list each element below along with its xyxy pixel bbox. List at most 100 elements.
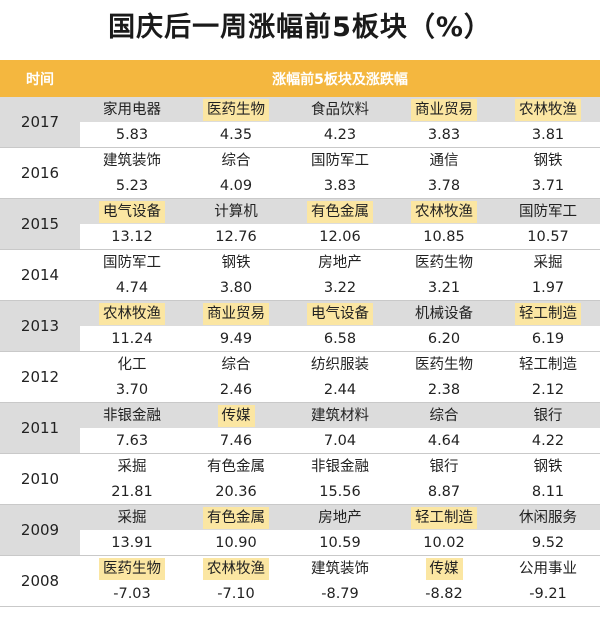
sector-change-value: 1.97	[531, 279, 565, 296]
sector-name: 建筑材料	[311, 407, 369, 424]
sector-name: 综合	[221, 356, 251, 373]
sector-change-value: 2.12	[531, 381, 565, 398]
year-cell: 2014	[0, 249, 80, 301]
sector-change-value: -7.10	[217, 585, 255, 602]
sector-cell: 轻工制造 6.19	[496, 300, 600, 352]
year-cell: 2008	[0, 555, 80, 607]
sector-name: 银行	[533, 407, 563, 424]
sector-cell: 计算机 12.76	[184, 198, 288, 250]
sector-change-value: 5.83	[115, 126, 149, 143]
sector-cell: 家用电器 5.83	[80, 97, 184, 148]
sector-change-value: -8.82	[425, 585, 463, 602]
sector-name: 通信	[429, 152, 459, 169]
sector-table: 时间 涨幅前5板块及涨跌幅 2017 家用电器 5.83 医药生物 4.35 食品饮料 4.…	[0, 60, 600, 607]
sector-change-value: 5.23	[115, 177, 149, 194]
sector-name: 计算机	[214, 203, 258, 220]
table-row: 2016 建筑装饰 5.23 综合 4.09 国防军工 3.83 通信 3.78 钢铁 3.71	[0, 147, 600, 199]
table-row: 2009 采掘 13.91 有色金属 10.90 房地产 10.59 轻工制造 10.02 休闲服…	[0, 504, 600, 556]
table-row: 2010 采掘 21.81 有色金属 20.36 非银金融 15.56 银行 8.87 钢铁 8.1…	[0, 453, 600, 505]
year-cell: 2015	[0, 198, 80, 250]
sector-change-value: 7.63	[115, 432, 149, 449]
sector-change-value: 7.04	[323, 432, 357, 449]
sector-name: 机械设备	[415, 305, 473, 322]
table-row: 2012 化工 3.70 综合 2.46 纺织服装 2.44 医药生物 2.38 轻工制造 2.12	[0, 351, 600, 403]
sector-name: 农林牧渔	[203, 557, 269, 580]
sector-name: 钢铁	[221, 254, 251, 271]
sector-cell: 传媒 7.46	[184, 402, 288, 454]
sector-cell: 医药生物 -7.03	[80, 555, 184, 607]
sector-name: 采掘	[533, 254, 563, 271]
sector-name: 建筑装饰	[103, 152, 161, 169]
sector-cell: 综合 2.46	[184, 351, 288, 403]
sector-name: 医药生物	[203, 98, 269, 121]
sector-name: 有色金属	[207, 458, 265, 475]
sector-name: 建筑装饰	[311, 560, 369, 577]
sector-change-value: 15.56	[319, 483, 361, 500]
sector-cell: 轻工制造 2.12	[496, 351, 600, 403]
table-row: 2017 家用电器 5.83 医药生物 4.35 食品饮料 4.23 商业贸易 3.83 农林牧渔…	[0, 97, 600, 148]
sector-name: 医药生物	[415, 254, 473, 271]
sector-cell: 非银金融 15.56	[288, 453, 392, 505]
sector-name: 商业贸易	[203, 302, 269, 325]
sector-cell: 采掘 21.81	[80, 453, 184, 505]
sector-change-value: 3.70	[115, 381, 149, 398]
sector-change-value: 3.21	[427, 279, 461, 296]
year-cell: 2009	[0, 504, 80, 556]
sector-cell: 国防军工 10.57	[496, 198, 600, 250]
sector-change-value: 9.49	[219, 330, 253, 347]
sector-change-value: 12.06	[319, 228, 361, 245]
sector-change-value: 3.22	[323, 279, 357, 296]
sector-change-value: 6.19	[531, 330, 565, 347]
sector-change-value: 3.78	[427, 177, 461, 194]
sector-name: 商业贸易	[411, 98, 477, 121]
sector-change-value: 4.22	[531, 432, 565, 449]
sector-change-value: -9.21	[529, 585, 567, 602]
sector-cell: 休闲服务 9.52	[496, 504, 600, 556]
sector-cell: 电气设备 6.58	[288, 300, 392, 352]
table-body: 2017 家用电器 5.83 医药生物 4.35 食品饮料 4.23 商业贸易 3.83 农林牧渔…	[0, 97, 600, 607]
year-cell: 2011	[0, 402, 80, 454]
sector-name: 休闲服务	[519, 509, 578, 526]
sector-name: 电气设备	[307, 302, 373, 325]
sector-cell: 银行 8.87	[392, 453, 496, 505]
sector-name: 国防军工	[311, 152, 369, 169]
sector-name: 钢铁	[533, 458, 563, 475]
year-cell: 2010	[0, 453, 80, 505]
table-row: 2008 医药生物 -7.03 农林牧渔 -7.10 建筑装饰 -8.79 传媒 -8.82 公用…	[0, 555, 600, 607]
sector-change-value: 7.46	[219, 432, 253, 449]
sector-change-value: 10.02	[423, 534, 465, 551]
sector-cell: 钢铁 3.71	[496, 147, 600, 199]
sector-cell: 综合 4.09	[184, 147, 288, 199]
sector-cell: 通信 3.78	[392, 147, 496, 199]
sector-name: 采掘	[117, 458, 147, 475]
sector-name: 农林牧渔	[411, 200, 477, 223]
sector-change-value: 4.23	[323, 126, 357, 143]
sector-cell: 钢铁 8.11	[496, 453, 600, 505]
table-row: 2015 电气设备 13.12 计算机 12.76 有色金属 12.06 农林牧渔 10.85 国…	[0, 198, 600, 250]
sector-change-value: 3.71	[531, 177, 565, 194]
sector-change-value: 6.58	[323, 330, 357, 347]
sector-change-value: 3.83	[427, 126, 461, 143]
sector-cell: 国防军工 3.83	[288, 147, 392, 199]
year-cell: 2016	[0, 147, 80, 199]
sector-name: 钢铁	[533, 152, 563, 169]
sector-name: 传媒	[217, 404, 255, 427]
sector-change-value: 13.91	[111, 534, 153, 551]
sector-cell: 房地产 10.59	[288, 504, 392, 556]
sector-name: 医药生物	[415, 356, 473, 373]
sector-cell: 农林牧渔 -7.10	[184, 555, 288, 607]
sector-cell: 建筑材料 7.04	[288, 402, 392, 454]
table-row: 2011 非银金融 7.63 传媒 7.46 建筑材料 7.04 综合 4.64 银行 4.22	[0, 402, 600, 454]
sector-cell: 综合 4.64	[392, 402, 496, 454]
sector-name: 房地产	[318, 509, 362, 526]
sector-cell: 轻工制造 10.02	[392, 504, 496, 556]
header-year: 时间	[0, 60, 80, 97]
sector-cell: 传媒 -8.82	[392, 555, 496, 607]
sector-name: 国防军工	[519, 203, 578, 220]
sector-cell: 医药生物 2.38	[392, 351, 496, 403]
sector-cell: 非银金融 7.63	[80, 402, 184, 454]
sector-change-value: -7.03	[113, 585, 151, 602]
sector-name: 医药生物	[99, 557, 165, 580]
sector-change-value: 4.35	[219, 126, 253, 143]
sector-change-value: 8.11	[531, 483, 565, 500]
